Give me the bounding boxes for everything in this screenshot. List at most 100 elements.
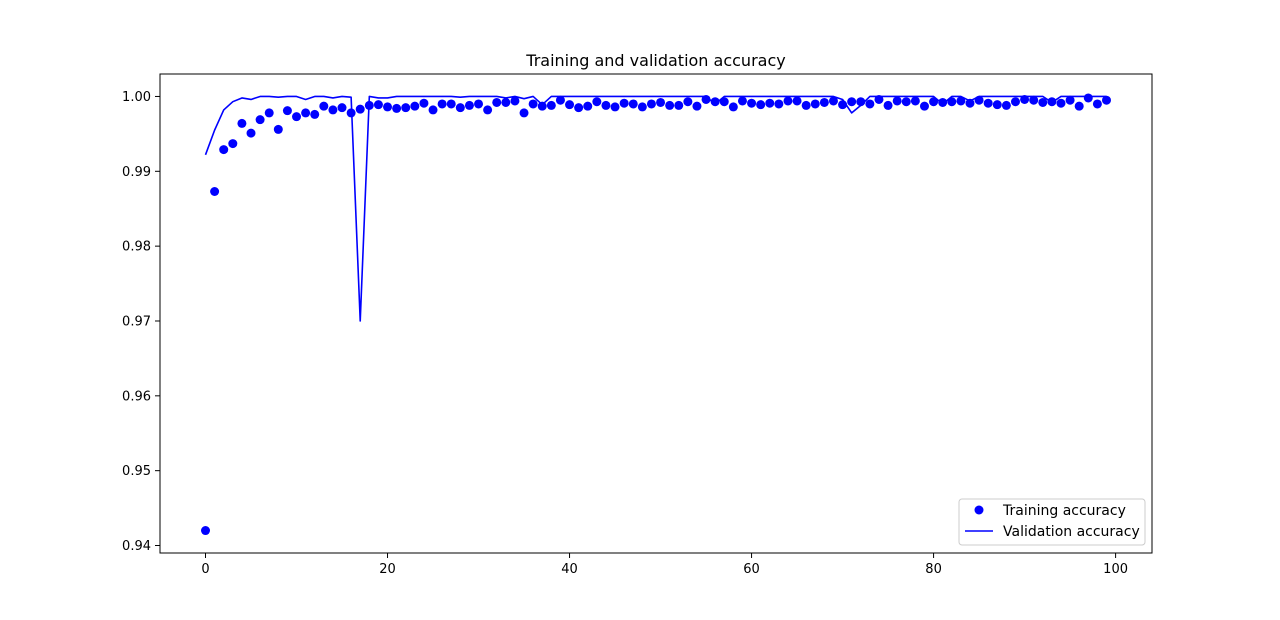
training-accuracy-point: [519, 108, 529, 118]
training-accuracy-point: [728, 102, 738, 112]
training-accuracy-point: [637, 102, 647, 112]
training-accuracy-point: [328, 105, 338, 115]
x-tick-label: 0: [201, 562, 209, 577]
training-accuracy-point: [510, 96, 520, 106]
y-tick-label: 0.95: [122, 464, 151, 479]
training-accuracy-point: [355, 104, 365, 114]
training-accuracy-point: [665, 100, 675, 110]
training-accuracy-point: [219, 145, 229, 155]
training-accuracy-point: [1092, 99, 1102, 109]
training-accuracy-point: [683, 97, 693, 107]
legend-box: [958, 498, 1146, 546]
training-accuracy-point: [974, 95, 984, 105]
y-tick-label: 1.00: [122, 90, 151, 105]
x-tick-label: 100: [1103, 562, 1128, 577]
legend-training-label: Training accuracy: [1002, 503, 1126, 519]
axes-frame: [159, 73, 1153, 554]
training-accuracy-point: [410, 101, 420, 111]
training-accuracy-point: [956, 96, 966, 106]
training-accuracy-point: [583, 101, 593, 111]
plot-layer: [201, 93, 1111, 536]
chart-title: Training and validation accuracy: [525, 51, 785, 70]
training-accuracy-point: [464, 100, 474, 110]
x-tick-label: 80: [925, 562, 942, 577]
training-accuracy-point: [446, 99, 456, 109]
training-accuracy-point: [1047, 97, 1057, 107]
validation-accuracy-line: [204, 95, 1107, 322]
training-accuracy-point: [865, 99, 875, 109]
training-accuracy-point: [483, 105, 493, 115]
training-accuracy-point: [383, 102, 393, 112]
training-accuracy-point: [1029, 95, 1039, 105]
training-accuracy-point: [401, 103, 411, 113]
training-accuracy-point: [929, 97, 939, 107]
plot-area: [159, 73, 1153, 554]
training-accuracy-point: [983, 98, 993, 108]
training-accuracy-point: [674, 100, 684, 110]
x-tick-label: 20: [379, 562, 396, 577]
training-accuracy-point: [1074, 101, 1084, 111]
training-accuracy-point: [437, 99, 447, 109]
training-accuracy-point: [619, 98, 629, 108]
training-accuracy-point: [719, 97, 729, 107]
training-accuracy-point: [947, 97, 957, 107]
training-accuracy-point: [901, 97, 911, 107]
training-accuracy-point: [965, 98, 975, 108]
training-accuracy-point: [1056, 98, 1066, 108]
training-accuracy-point: [264, 108, 274, 118]
training-accuracy-point: [710, 97, 720, 107]
training-accuracy-point: [255, 115, 265, 125]
legend-training-marker: [974, 505, 984, 515]
training-accuracy-point: [592, 97, 602, 107]
training-accuracy-point: [501, 97, 511, 107]
training-accuracy-point: [610, 102, 620, 112]
training-accuracy-point: [1001, 100, 1011, 110]
training-accuracy-point: [601, 100, 611, 110]
training-accuracy-point: [847, 97, 857, 107]
x-tick-label: 40: [561, 562, 578, 577]
y-tick-label: 0.94: [122, 539, 151, 554]
training-accuracy-point: [301, 108, 311, 118]
training-accuracy-point: [392, 103, 402, 113]
training-accuracy-point: [783, 96, 793, 106]
training-accuracy-point: [346, 108, 356, 118]
training-accuracy-point: [646, 99, 656, 109]
training-accuracy-point: [883, 100, 893, 110]
training-accuracy-point: [492, 97, 502, 107]
training-accuracy-point: [1038, 97, 1048, 107]
training-accuracy-point: [856, 97, 866, 107]
y-tick-label: 0.98: [122, 240, 151, 255]
training-accuracy-point: [756, 100, 766, 110]
training-accuracy-point: [273, 124, 283, 134]
training-accuracy-point: [1083, 93, 1093, 103]
training-accuracy-point: [337, 103, 347, 113]
training-accuracy-point: [801, 100, 811, 110]
training-accuracy-point: [692, 101, 702, 111]
training-accuracy-point: [474, 99, 484, 109]
training-accuracy-point: [828, 96, 838, 106]
training-accuracy-point: [1020, 94, 1030, 104]
training-accuracy-point: [1010, 97, 1020, 107]
training-accuracy-point: [201, 526, 211, 536]
x-tick-label: 60: [743, 562, 760, 577]
training-accuracy-point: [428, 105, 438, 115]
training-accuracy-point: [992, 100, 1002, 110]
training-accuracy-point: [1101, 95, 1111, 105]
training-accuracy-point: [282, 106, 292, 116]
training-accuracy-point: [792, 96, 802, 106]
training-accuracy-point: [237, 118, 247, 128]
training-accuracy-point: [838, 100, 848, 110]
training-accuracy-point: [938, 97, 948, 107]
legend-validation-label: Validation accuracy: [1003, 524, 1140, 540]
training-accuracy-point: [210, 187, 220, 197]
training-accuracy-point: [892, 96, 902, 106]
training-accuracy-point: [656, 97, 666, 107]
training-accuracy-point: [292, 112, 302, 122]
training-accuracy-point: [810, 99, 820, 109]
y-tick-label: 0.97: [122, 314, 151, 329]
training-accuracy-point: [364, 100, 374, 110]
training-accuracy-point: [555, 95, 565, 105]
training-accuracy-point: [246, 128, 256, 138]
y-axis: 0.94 0.95 0.96 0.97 0.98 0.99 1.00: [122, 90, 160, 554]
x-axis: 0 20 40 60 80 100: [201, 553, 1128, 577]
